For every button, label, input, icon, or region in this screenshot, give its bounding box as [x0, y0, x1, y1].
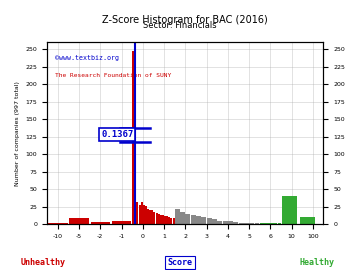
- Bar: [196, 216, 201, 224]
- Y-axis label: Number of companies (997 total): Number of companies (997 total): [15, 81, 20, 186]
- Bar: [153, 211, 156, 224]
- Bar: [212, 219, 217, 224]
- Bar: [300, 217, 315, 224]
- Bar: [160, 215, 162, 224]
- Bar: [282, 196, 297, 224]
- Bar: [141, 202, 143, 224]
- Bar: [191, 215, 196, 224]
- Bar: [136, 202, 139, 224]
- Bar: [217, 221, 222, 224]
- Bar: [223, 221, 228, 224]
- Text: Unhealthy: Unhealthy: [21, 258, 66, 266]
- Bar: [151, 210, 153, 224]
- Bar: [90, 222, 110, 224]
- Bar: [207, 218, 212, 224]
- Bar: [132, 51, 134, 224]
- Bar: [164, 216, 166, 224]
- Bar: [233, 222, 238, 224]
- Bar: [175, 209, 180, 224]
- Bar: [168, 217, 170, 224]
- Bar: [249, 223, 254, 224]
- Bar: [112, 221, 131, 224]
- Text: Healthy: Healthy: [299, 258, 334, 266]
- Text: Score: Score: [167, 258, 193, 266]
- Bar: [239, 223, 243, 224]
- Text: 0.1367: 0.1367: [101, 130, 133, 139]
- Bar: [147, 209, 149, 224]
- Bar: [278, 223, 281, 224]
- Bar: [166, 216, 168, 224]
- Bar: [149, 210, 151, 224]
- Bar: [139, 204, 140, 224]
- Bar: [228, 221, 233, 224]
- Bar: [171, 218, 172, 224]
- Text: The Research Foundation of SUNY: The Research Foundation of SUNY: [55, 73, 172, 78]
- Bar: [145, 206, 147, 224]
- Bar: [185, 214, 190, 224]
- Bar: [180, 211, 185, 224]
- Bar: [255, 223, 260, 224]
- Bar: [263, 223, 267, 224]
- Bar: [156, 213, 158, 224]
- Bar: [260, 223, 263, 224]
- Bar: [162, 215, 164, 224]
- Bar: [244, 223, 249, 224]
- Bar: [143, 204, 145, 224]
- Bar: [158, 214, 160, 224]
- Text: ©www.textbiz.org: ©www.textbiz.org: [55, 55, 120, 61]
- Bar: [48, 223, 68, 224]
- Bar: [69, 218, 89, 224]
- Bar: [134, 198, 136, 224]
- Bar: [267, 223, 270, 224]
- Title: Z-Score Histogram for BAC (2016): Z-Score Histogram for BAC (2016): [102, 15, 268, 25]
- Bar: [274, 223, 277, 224]
- Text: Sector: Financials: Sector: Financials: [143, 21, 217, 30]
- Bar: [172, 218, 175, 224]
- Bar: [202, 217, 206, 224]
- Bar: [270, 223, 274, 224]
